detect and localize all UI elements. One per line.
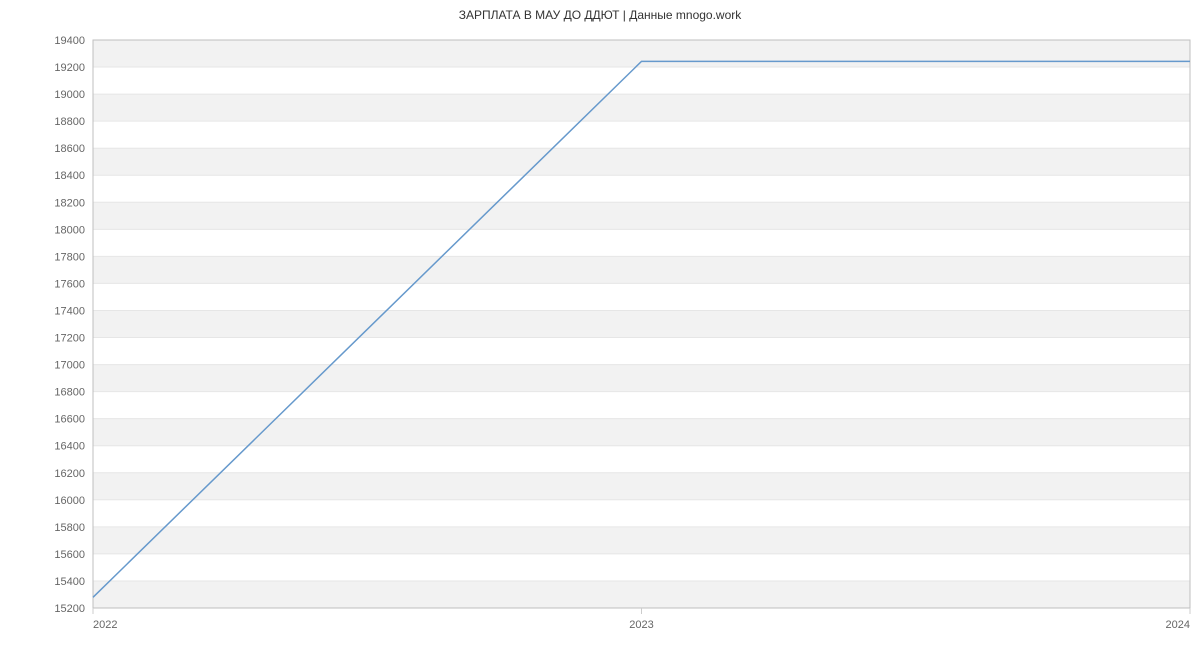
y-tick-label: 17400 xyxy=(54,305,85,317)
y-tick-label: 18200 xyxy=(54,197,85,209)
y-tick-label: 19400 xyxy=(54,35,85,47)
y-tick-label: 15400 xyxy=(54,576,85,588)
y-tick-label: 16000 xyxy=(54,495,85,507)
y-tick-label: 16200 xyxy=(54,468,85,480)
y-tick-label: 18600 xyxy=(54,143,85,155)
y-tick-label: 18000 xyxy=(54,224,85,236)
y-tick-label: 15800 xyxy=(54,522,85,534)
x-tick-label: 2024 xyxy=(1166,619,1190,631)
y-tick-label: 17200 xyxy=(54,333,85,345)
x-tick-label: 2022 xyxy=(93,619,117,631)
y-tick-label: 19000 xyxy=(54,89,85,101)
y-tick-label: 19200 xyxy=(54,62,85,74)
y-tick-label: 18800 xyxy=(54,116,85,128)
y-tick-label: 16600 xyxy=(54,414,85,426)
y-tick-label: 16400 xyxy=(54,441,85,453)
y-tick-label: 17000 xyxy=(54,360,85,372)
chart-title: ЗАРПЛАТА В МАУ ДО ДДЮТ | Данные mnogo.wo… xyxy=(0,0,1200,22)
x-tick-label: 2023 xyxy=(629,619,653,631)
y-tick-label: 15600 xyxy=(54,549,85,561)
salary-line-chart: ЗАРПЛАТА В МАУ ДО ДДЮТ | Данные mnogo.wo… xyxy=(0,0,1200,640)
chart-svg: 15200 15400 15600 15800 16000 16200 16400 16600… xyxy=(0,22,1200,650)
y-tick-label: 16800 xyxy=(54,387,85,399)
y-tick-label: 15200 xyxy=(54,603,85,615)
y-tick-label: 17800 xyxy=(54,251,85,263)
y-tick-label: 17600 xyxy=(54,278,85,290)
y-tick-label: 18400 xyxy=(54,170,85,182)
